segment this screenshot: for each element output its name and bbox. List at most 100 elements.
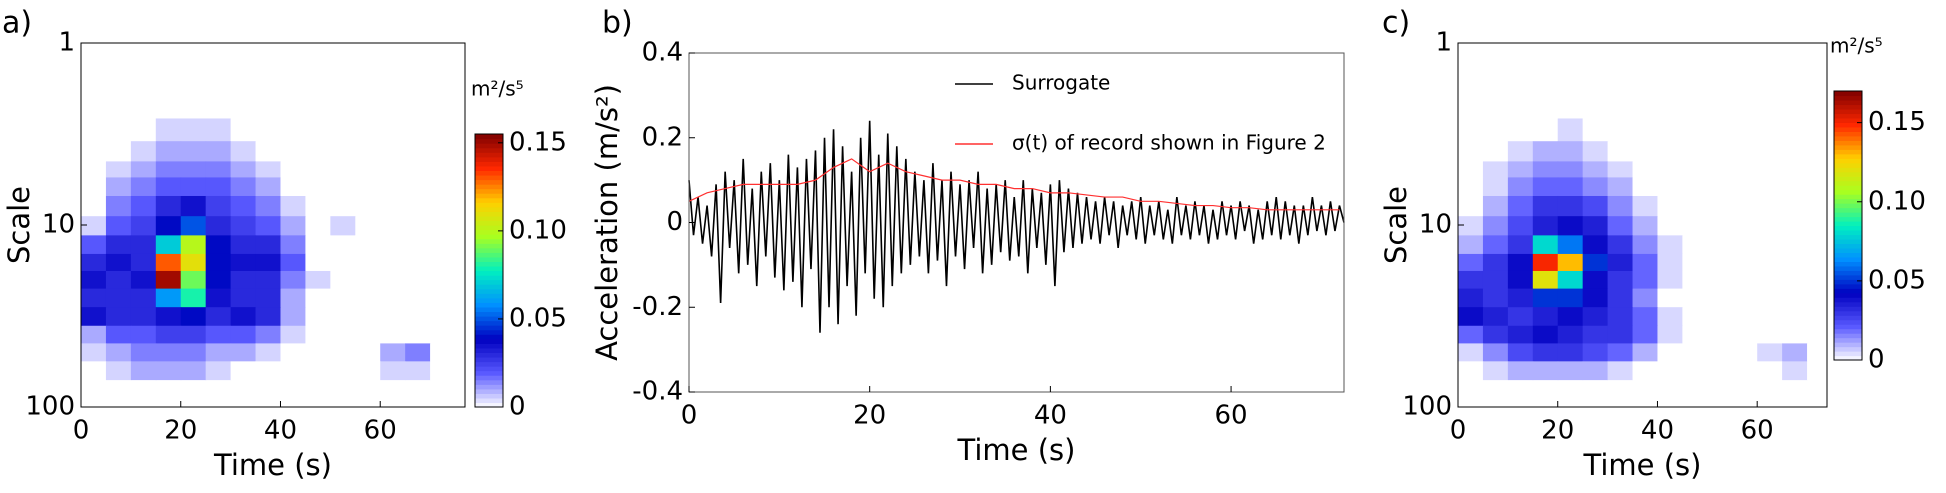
panel: a) 0 0.05 0.10 0.15 m²/s⁵ 0 20 40 60 1 10 100 Time (s… [2,6,567,483]
colorbar-swatch [1834,283,1862,289]
heat-cell [1458,195,1484,217]
series-line [688,120,1345,333]
heat-cell [205,235,232,255]
heat-cell [330,343,356,362]
heat-cell [1507,195,1534,217]
heat-cell [280,118,306,142]
heat-cell [1782,343,1808,362]
heat-cell [81,288,107,308]
heat-cell [1482,118,1509,142]
heat-cell [405,343,431,362]
heat-cell [1482,177,1509,197]
colorbar-swatch [1834,117,1862,123]
heat-cell [1607,343,1634,362]
colorbar-swatch [475,184,503,190]
heat-cell [1532,270,1559,290]
heat-cell [230,141,257,162]
heat-cell [280,141,306,162]
y-tick-label: 10 [1419,210,1452,240]
heat-cell [405,161,431,178]
heat-cell [180,325,207,344]
heat-cell [1707,177,1733,197]
heat-cell [155,161,182,178]
colorbar-swatch [1834,315,1862,321]
heat-cell [81,235,107,255]
heat-cell [355,361,381,381]
heat-cell [280,177,306,197]
heat-cell [1682,253,1708,272]
colorbar-swatch [475,366,503,372]
heat-cell [255,325,281,344]
heat-cell [330,118,356,142]
heat-cell [1557,216,1584,236]
colorbar-swatch [1834,185,1862,191]
heat-cell [405,270,431,290]
heat-cell [305,253,331,272]
colorbar-tick-label: 0 [1868,345,1885,375]
heat-cell [1657,141,1683,162]
heat-cell [305,361,331,381]
heat-cell [1632,361,1658,381]
heat-cell [1582,216,1609,236]
heat-cell [155,253,182,272]
heat-cell [1807,307,1827,327]
y-tick-label: 0.2 [642,122,683,152]
x-tick-label: 40 [264,416,297,446]
heat-cell [1732,325,1758,344]
colorbar-swatch [1834,252,1862,258]
heat-cell [180,361,207,381]
heat-cell [430,325,456,344]
heat-cell [1632,216,1658,236]
heat-cell [81,361,107,381]
colorbar-swatch [475,325,503,331]
colorbar-swatch [1834,158,1862,164]
heat-cell [330,288,356,308]
heat-cell [1682,141,1708,162]
heat-cell [1507,177,1534,197]
heat-cell [255,161,281,178]
colorbar-swatch [475,361,503,367]
heat-cell [1707,361,1733,381]
heat-cell [130,216,157,236]
heat-cell [1732,343,1758,362]
heat-cell [1507,307,1534,327]
heat-cell [130,270,157,290]
heat-cell [355,270,381,290]
colorbar-swatch [1834,108,1862,115]
colorbar-swatch [475,352,503,358]
heat-cell [1607,216,1634,236]
y-axis-label: Acceleration (m/s²) [590,84,624,361]
y-tick-label: 0 [666,207,683,237]
colorbar-swatch [475,320,503,326]
heat-cell [1807,216,1827,236]
heat-cell [1557,361,1584,381]
heat-cell [1557,270,1584,290]
heat-cell [380,118,406,142]
colorbar-swatch [1834,207,1862,213]
heat-cell [255,216,281,236]
colorbar-swatch [475,270,503,276]
heat-cell [1532,288,1559,308]
heat-cell [1682,177,1708,197]
heat-cell [180,288,207,308]
heat-cell [81,307,107,327]
heat-cell [1657,177,1683,197]
colorbar-swatch [475,329,503,335]
colorbar-swatch [475,379,503,385]
colorbar-swatch [475,284,503,290]
heat-cell [1682,288,1708,308]
colorbar-swatch [1834,91,1862,97]
heat-cell [1532,141,1559,162]
colorbar-swatch [475,220,503,226]
heat-cell [305,141,331,162]
heat-cell [130,253,157,272]
heat-cell [230,270,257,290]
heat-cell [255,118,281,142]
colorbar-swatch [475,211,503,217]
colorbar-label: m²/s⁵ [471,77,524,101]
heat-cell [255,361,281,381]
colorbar-swatch [1834,310,1862,316]
heat-cell [180,253,207,272]
heat-cell [430,288,456,308]
colorbar-swatch [475,202,503,208]
